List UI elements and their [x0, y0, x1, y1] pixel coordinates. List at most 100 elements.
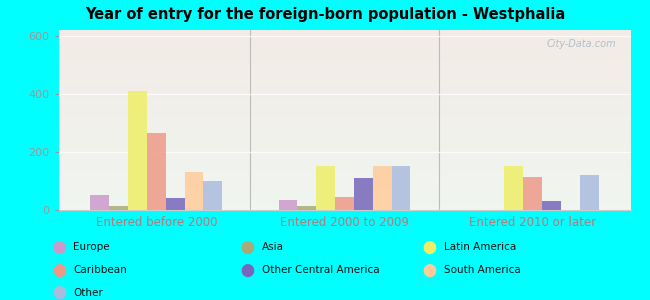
Bar	[298, 206, 317, 210]
Bar	[58, 62, 630, 64]
Bar	[58, 125, 630, 127]
Bar	[58, 147, 630, 149]
Bar	[58, 206, 630, 208]
Bar	[58, 75, 630, 77]
Bar	[58, 55, 630, 57]
Bar	[58, 71, 630, 73]
Text: ⬤: ⬤	[240, 241, 255, 254]
Bar	[58, 57, 630, 59]
Bar	[58, 127, 630, 129]
Bar	[203, 181, 222, 210]
Bar	[58, 176, 630, 178]
Text: Other: Other	[73, 287, 103, 298]
Bar	[58, 43, 630, 44]
Text: ⬤: ⬤	[240, 263, 255, 277]
Text: Asia: Asia	[262, 242, 284, 253]
Bar	[504, 167, 523, 210]
Bar	[58, 59, 630, 61]
Bar	[166, 198, 185, 210]
Bar	[354, 178, 372, 210]
Bar	[58, 95, 630, 97]
Bar	[58, 187, 630, 188]
Bar	[58, 140, 630, 142]
Bar	[58, 179, 630, 181]
Bar	[58, 48, 630, 50]
Bar	[58, 100, 630, 102]
Bar	[58, 115, 630, 116]
Bar	[58, 181, 630, 183]
Bar	[523, 177, 542, 210]
Text: ⬤: ⬤	[52, 263, 66, 277]
Bar	[58, 169, 630, 170]
Bar	[58, 116, 630, 118]
Bar	[58, 170, 630, 172]
Bar	[58, 154, 630, 156]
Bar	[128, 91, 147, 210]
Bar	[58, 133, 630, 134]
Bar	[58, 158, 630, 160]
Bar	[58, 152, 630, 154]
Bar	[58, 129, 630, 131]
Text: ⬤: ⬤	[52, 241, 66, 254]
Text: South America: South America	[444, 265, 521, 275]
Bar	[58, 124, 630, 125]
Bar	[58, 151, 630, 152]
Bar	[58, 39, 630, 41]
Bar	[58, 165, 630, 167]
Bar	[372, 167, 391, 210]
Bar	[58, 66, 630, 68]
Bar	[542, 201, 561, 210]
Bar	[58, 98, 630, 100]
Bar	[58, 46, 630, 48]
Bar	[58, 106, 630, 107]
Bar	[58, 86, 630, 88]
Bar	[58, 41, 630, 43]
Bar	[58, 118, 630, 120]
Text: Other Central America: Other Central America	[262, 265, 380, 275]
Bar	[58, 201, 630, 203]
Bar	[58, 97, 630, 98]
Bar	[58, 64, 630, 66]
Bar	[90, 196, 109, 210]
Bar	[58, 160, 630, 161]
Text: ⬤: ⬤	[422, 263, 437, 277]
Bar	[58, 145, 630, 147]
Bar	[580, 175, 599, 210]
Bar	[58, 120, 630, 122]
Bar	[58, 196, 630, 197]
Bar	[58, 163, 630, 165]
Text: Year of entry for the foreign-born population - Westphalia: Year of entry for the foreign-born popul…	[85, 8, 565, 22]
Text: Caribbean: Caribbean	[73, 265, 127, 275]
Bar	[58, 188, 630, 190]
Bar	[58, 113, 630, 115]
Bar	[58, 149, 630, 151]
Bar	[58, 93, 630, 95]
Bar	[58, 91, 630, 93]
Bar	[58, 174, 630, 176]
Bar	[58, 82, 630, 84]
Bar	[58, 32, 630, 34]
Bar	[58, 70, 630, 71]
Bar	[335, 197, 354, 210]
Bar	[58, 192, 630, 194]
Text: Europe: Europe	[73, 242, 110, 253]
Bar	[58, 111, 630, 113]
Bar	[58, 73, 630, 75]
Bar	[58, 44, 630, 46]
Bar	[58, 50, 630, 52]
Bar	[58, 136, 630, 138]
Text: ⬤: ⬤	[52, 286, 66, 299]
Bar	[58, 34, 630, 35]
Bar	[109, 206, 128, 210]
Bar	[58, 122, 630, 124]
Bar	[58, 79, 630, 80]
Bar	[58, 199, 630, 201]
Text: ⬤: ⬤	[422, 241, 437, 254]
Bar	[58, 183, 630, 185]
Bar	[185, 172, 203, 210]
Bar	[58, 84, 630, 86]
Bar	[58, 77, 630, 79]
Bar	[58, 131, 630, 133]
Bar	[58, 68, 630, 70]
Bar	[58, 156, 630, 158]
